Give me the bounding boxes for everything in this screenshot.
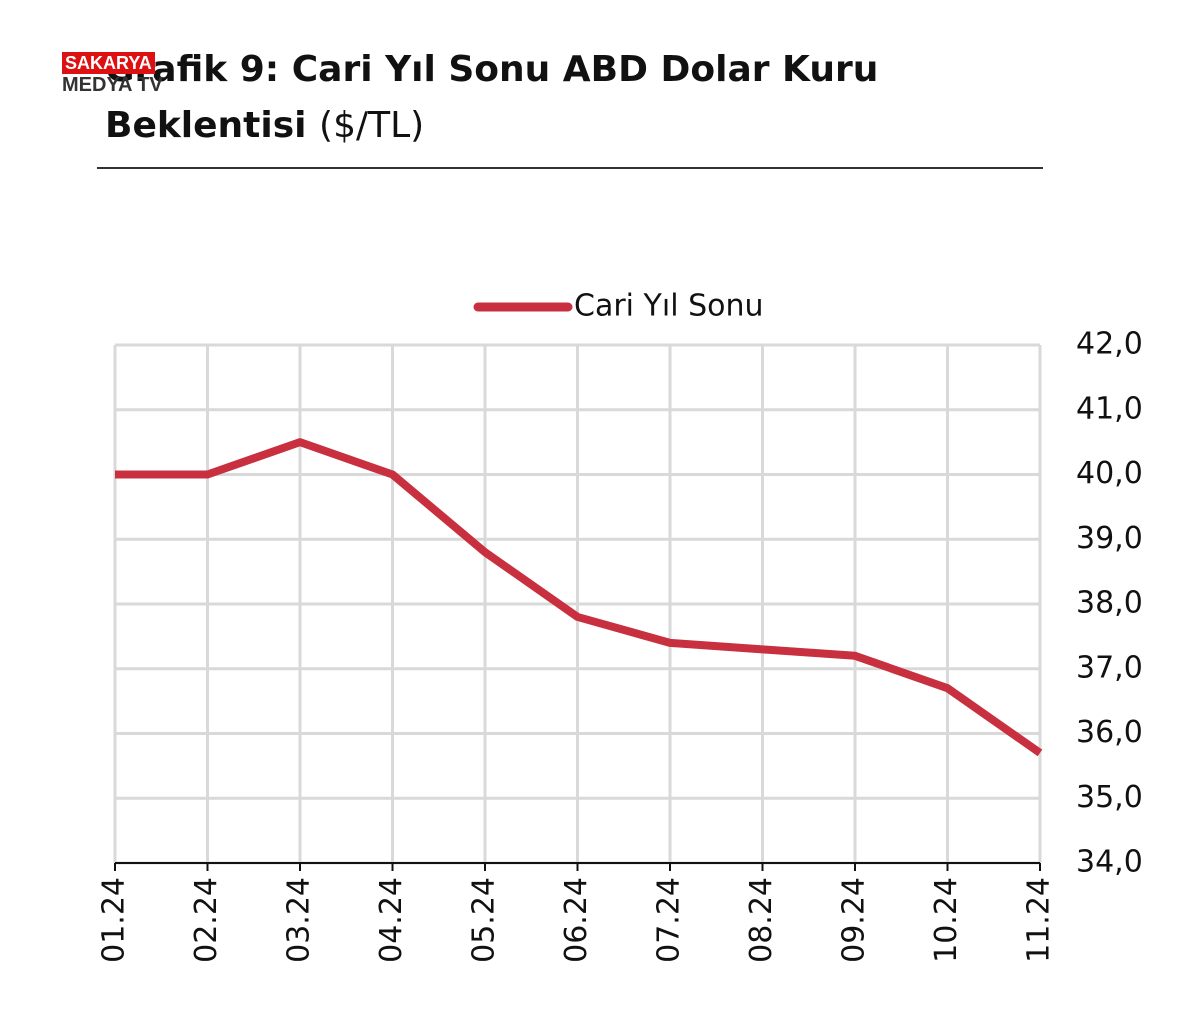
x-tick-label: 07.24	[652, 877, 687, 963]
title-unit: ($/TL)	[319, 105, 425, 146]
y-tick-label: 42,0	[1076, 327, 1143, 362]
y-tick-label: 41,0	[1076, 391, 1143, 426]
x-tick-label: 08.24	[744, 877, 779, 963]
x-tick-label: 03.24	[282, 877, 317, 963]
y-tick-label: 39,0	[1076, 521, 1143, 556]
x-tick-label: 04.24	[374, 877, 409, 963]
title-text: Grafik 9: Cari Yıl Sonu ABD Dolar Kuru B…	[105, 49, 879, 146]
legend-label: Cari Yıl Sonu	[574, 289, 764, 324]
watermark-text: SAKARYA	[62, 52, 155, 74]
y-tick-label: 37,0	[1076, 650, 1143, 685]
y-tick-label: 36,0	[1076, 715, 1143, 750]
x-tick-label: 09.24	[837, 877, 872, 963]
chart-title: Grafik 9: Cari Yıl Sonu ABD Dolar Kuru B…	[105, 42, 965, 154]
x-tick-label: 02.24	[189, 877, 224, 963]
x-tick-label: 06.24	[559, 877, 594, 963]
watermark: SAKARYA MEDYA TV	[62, 52, 163, 96]
x-tick-label: 11.24	[1022, 877, 1057, 963]
x-tick-label: 10.24	[929, 877, 964, 963]
y-tick-label: 34,0	[1076, 845, 1143, 880]
x-tick-label: 05.24	[467, 877, 502, 963]
y-tick-label: 35,0	[1076, 780, 1143, 815]
x-tick-label: 01.24	[97, 877, 132, 963]
y-tick-label: 38,0	[1076, 586, 1143, 621]
line-series	[115, 438, 1043, 757]
y-tick-label: 40,0	[1076, 456, 1143, 491]
title-rule	[97, 167, 1043, 169]
watermark-text: MEDYA TV	[62, 74, 163, 96]
